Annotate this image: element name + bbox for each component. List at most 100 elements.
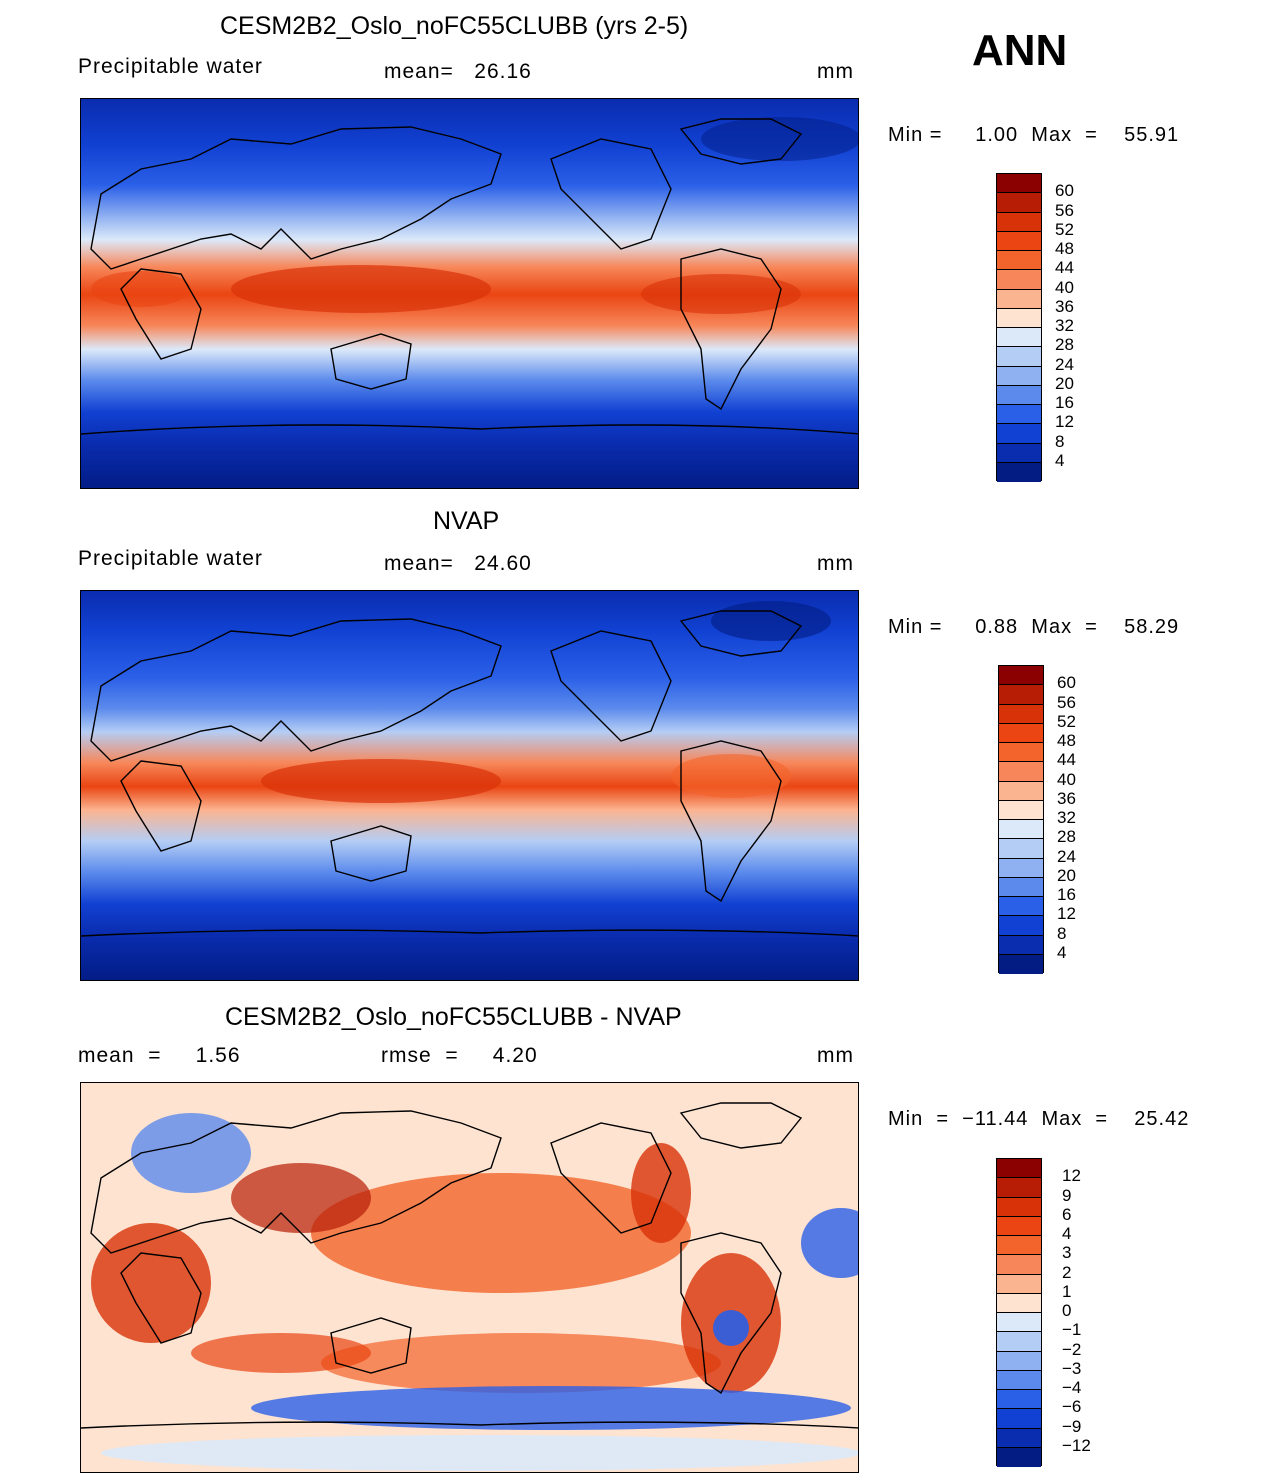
colorbar-swatch bbox=[999, 762, 1043, 782]
colorbar-tick-label: 12 bbox=[1055, 412, 1074, 432]
colorbar-swatch bbox=[999, 723, 1043, 743]
colorbar-tick-label: 4 bbox=[1062, 1224, 1072, 1243]
colorbar-swatch bbox=[999, 800, 1043, 820]
panel2-map bbox=[80, 590, 859, 981]
colorbar-swatch bbox=[997, 1255, 1041, 1275]
colorbar-swatch bbox=[997, 1216, 1041, 1236]
colorbar-swatch bbox=[999, 704, 1043, 724]
panel3-units: mm bbox=[817, 1044, 854, 1067]
colorbar-swatch bbox=[997, 1197, 1041, 1217]
colorbar-tick-label: −1 bbox=[1062, 1320, 1082, 1340]
colorbar-tick-label: −3 bbox=[1062, 1358, 1082, 1378]
colorbar-swatch bbox=[999, 839, 1043, 859]
colorbar-swatch bbox=[997, 462, 1041, 482]
season-label: ANN bbox=[972, 26, 1068, 75]
colorbar-tick-label: −4 bbox=[1062, 1378, 1082, 1397]
panel2-units: mm bbox=[817, 552, 854, 575]
panel1-variable: Precipitable water bbox=[78, 55, 263, 78]
colorbar-swatch bbox=[997, 270, 1041, 290]
panel3-colorbar bbox=[996, 1158, 1042, 1467]
panel1-title: CESM2B2_Oslo_noFC55CLUBB (yrs 2-5) bbox=[220, 12, 689, 40]
colorbar-tick-label: 4 bbox=[1057, 942, 1067, 962]
colorbar-tick-label: −9 bbox=[1062, 1416, 1082, 1436]
colorbar-tick-label: 28 bbox=[1057, 827, 1076, 847]
colorbar-tick-label: 60 bbox=[1055, 181, 1074, 201]
colorbar-tick-label: −12 bbox=[1062, 1435, 1091, 1455]
colorbar-tick-label: 56 bbox=[1055, 200, 1074, 220]
panel1-minmax: Min = 1.00 Max = 55.91 bbox=[888, 124, 1180, 146]
panel2-title: NVAP bbox=[433, 507, 500, 535]
panel3-map bbox=[80, 1082, 859, 1473]
colorbar-swatch bbox=[999, 877, 1043, 897]
colorbar-swatch bbox=[999, 781, 1043, 801]
colorbar-tick-label: −2 bbox=[1062, 1339, 1082, 1359]
colorbar-swatch bbox=[999, 820, 1043, 840]
colorbar-tick-label: 2 bbox=[1062, 1262, 1072, 1282]
colorbar-tick-label: 12 bbox=[1057, 904, 1076, 924]
colorbar-tick-label: 16 bbox=[1057, 885, 1076, 904]
colorbar-tick-label: 20 bbox=[1055, 373, 1074, 393]
colorbar-swatch bbox=[997, 385, 1041, 405]
colorbar-swatch bbox=[997, 443, 1041, 463]
colorbar-tick-label: 48 bbox=[1057, 731, 1076, 750]
colorbar-tick-label: 44 bbox=[1055, 258, 1074, 278]
colorbar-tick-label: 32 bbox=[1055, 316, 1074, 335]
colorbar-tick-label: 60 bbox=[1057, 673, 1076, 693]
colorbar-swatch bbox=[997, 1313, 1041, 1333]
colorbar-swatch bbox=[999, 954, 1043, 974]
colorbar-swatch bbox=[999, 743, 1043, 763]
colorbar-tick-label: 28 bbox=[1055, 335, 1074, 355]
colorbar-swatch bbox=[997, 1274, 1041, 1294]
colorbar-swatch bbox=[997, 1332, 1041, 1352]
colorbar-swatch bbox=[997, 174, 1041, 194]
colorbar-tick-label: 52 bbox=[1057, 711, 1076, 731]
panel2-variable: Precipitable water bbox=[78, 547, 263, 570]
colorbar-tick-label: 24 bbox=[1055, 354, 1074, 374]
colorbar-tick-label: 36 bbox=[1057, 788, 1076, 808]
colorbar-tick-label: 0 bbox=[1062, 1301, 1072, 1320]
colorbar-swatch bbox=[997, 1178, 1041, 1198]
panel3-title: CESM2B2_Oslo_noFC55CLUBB - NVAP bbox=[225, 1003, 682, 1031]
colorbar-tick-label: 48 bbox=[1055, 239, 1074, 258]
colorbar-tick-label: 40 bbox=[1055, 277, 1074, 297]
colorbar-swatch bbox=[997, 347, 1041, 367]
colorbar-tick-label: 1 bbox=[1062, 1281, 1072, 1301]
colorbar-tick-label: 6 bbox=[1062, 1204, 1072, 1224]
colorbar-swatch bbox=[997, 1390, 1041, 1410]
colorbar-tick-label: 8 bbox=[1057, 923, 1067, 943]
colorbar-tick-label: 3 bbox=[1062, 1243, 1072, 1263]
panel2-colorbar bbox=[998, 665, 1044, 974]
colorbar-swatch bbox=[997, 1370, 1041, 1390]
colorbar-swatch bbox=[997, 1236, 1041, 1256]
colorbar-swatch bbox=[997, 289, 1041, 309]
colorbar-swatch bbox=[999, 935, 1043, 955]
colorbar-swatch bbox=[997, 424, 1041, 444]
colorbar-swatch bbox=[997, 1159, 1041, 1179]
colorbar-swatch bbox=[997, 1447, 1041, 1467]
panel2-mean: mean= 24.60 bbox=[384, 552, 532, 575]
colorbar-swatch bbox=[999, 897, 1043, 917]
colorbar-swatch bbox=[997, 193, 1041, 213]
colorbar-swatch bbox=[997, 1409, 1041, 1429]
colorbar-tick-label: 20 bbox=[1057, 865, 1076, 885]
panel3-minmax: Min = −11.44 Max = 25.42 bbox=[888, 1108, 1190, 1130]
colorbar-swatch bbox=[997, 405, 1041, 425]
colorbar-swatch bbox=[997, 1293, 1041, 1313]
panel3-rmse: rmse = 4.20 bbox=[381, 1044, 538, 1067]
colorbar-tick-label: 4 bbox=[1055, 450, 1065, 470]
colorbar-tick-label: 52 bbox=[1055, 219, 1074, 239]
colorbar-swatch bbox=[999, 666, 1043, 686]
colorbar-swatch bbox=[997, 328, 1041, 348]
colorbar-tick-label: 32 bbox=[1057, 808, 1076, 827]
panel1-mean: mean= 26.16 bbox=[384, 60, 532, 83]
colorbar-tick-label: 36 bbox=[1055, 296, 1074, 316]
panel2-minmax: Min = 0.88 Max = 58.29 bbox=[888, 616, 1180, 638]
panel1-colorbar bbox=[996, 173, 1042, 482]
colorbar-swatch bbox=[999, 858, 1043, 878]
colorbar-swatch bbox=[997, 231, 1041, 251]
colorbar-tick-label: −6 bbox=[1062, 1397, 1082, 1417]
colorbar-tick-label: 56 bbox=[1057, 692, 1076, 712]
colorbar-tick-label: 40 bbox=[1057, 769, 1076, 789]
colorbar-swatch bbox=[997, 212, 1041, 232]
colorbar-tick-label: 44 bbox=[1057, 750, 1076, 770]
